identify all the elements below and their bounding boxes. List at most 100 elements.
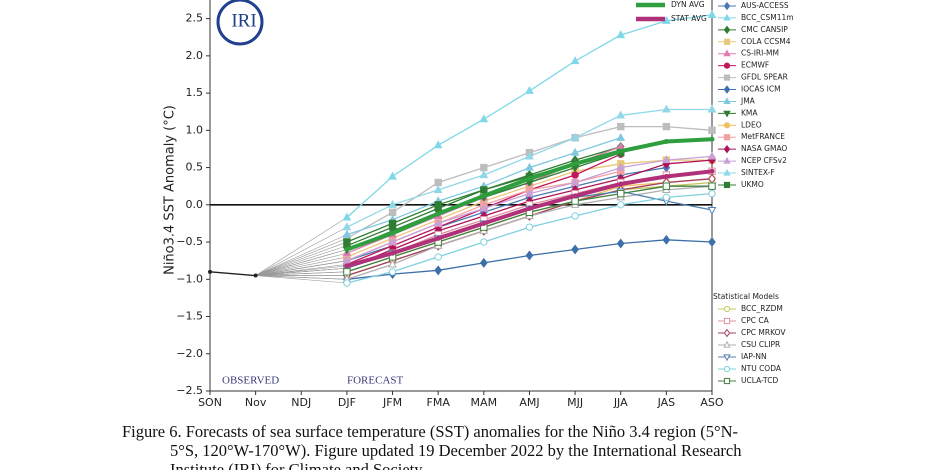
observed-point (208, 269, 212, 274)
connector (255, 275, 347, 284)
marker (570, 132, 580, 141)
marker (723, 181, 731, 189)
connector (255, 245, 348, 276)
marker (434, 265, 443, 276)
marker (708, 182, 716, 190)
legend-label: BCC_CSM11m (741, 13, 794, 22)
marker (723, 62, 731, 69)
marker (723, 305, 731, 313)
legend-label: AUS-ACCESS (741, 1, 789, 10)
marker (662, 234, 671, 245)
y-tick-label: 1.0 (186, 123, 204, 136)
average-point (709, 168, 715, 174)
legend-label: LDEO (741, 120, 762, 129)
marker (723, 317, 731, 325)
caption-line: Figure 6. Forecasts of sea surface tempe… (122, 422, 738, 441)
average-point (618, 148, 624, 154)
connector (255, 260, 347, 276)
connector (255, 265, 347, 276)
x-tick-label: Nov (245, 396, 267, 409)
marker (723, 354, 731, 362)
legend-label: COLA CCSM4 (741, 37, 791, 46)
annotation: OBSERVED (222, 375, 279, 387)
marker (388, 259, 397, 268)
legend-title: Statistical Models (713, 292, 779, 301)
marker (662, 182, 671, 190)
marker (723, 365, 731, 373)
legend-label: CPC CA (741, 316, 770, 325)
legend-label: SINTEX-F (741, 168, 775, 177)
legend-label: CPC MRKOV (741, 328, 786, 337)
legend-label: DYN AVG (671, 0, 705, 9)
marker (434, 201, 442, 209)
connector (255, 217, 348, 276)
marker (661, 104, 671, 113)
average-point (390, 250, 396, 256)
marker (723, 13, 731, 21)
legend-label: JMA (740, 96, 756, 105)
marker (616, 162, 626, 171)
x-tick-label: FMA (427, 396, 451, 409)
legend-label: BCC_RZDM (741, 304, 783, 313)
marker (616, 238, 625, 249)
marker (707, 151, 717, 160)
average-point (663, 139, 669, 145)
marker (723, 340, 731, 348)
y-tick-label: −0.5 (176, 235, 203, 248)
y-tick-label: 1.5 (186, 86, 204, 99)
marker (723, 168, 731, 176)
marker (434, 178, 442, 187)
y-tick-label: 2.5 (186, 12, 204, 25)
marker (525, 162, 534, 171)
average-point (572, 193, 578, 199)
marker (616, 132, 626, 141)
average-point (390, 230, 396, 236)
average-point (481, 193, 487, 199)
logo-text: IRI (231, 10, 256, 31)
average-point (344, 263, 350, 269)
marker (723, 49, 731, 57)
legend-label: NASA GMAO (741, 144, 787, 153)
marker (662, 193, 671, 202)
marker (388, 268, 397, 276)
y-tick-label: −1.0 (176, 272, 203, 285)
marker (342, 222, 352, 231)
average-point (663, 174, 669, 180)
marker (707, 10, 717, 18)
y-tick-label: 0.0 (186, 198, 204, 211)
legend-label: KMA (741, 108, 758, 117)
average-point (618, 181, 624, 187)
marker (723, 38, 731, 45)
marker (433, 140, 443, 149)
marker (342, 229, 352, 238)
legend-label: IOCAS ICM (741, 85, 781, 94)
connector (255, 267, 347, 276)
x-tick-label: DJF (338, 396, 356, 409)
marker (570, 147, 580, 156)
marker (343, 279, 351, 287)
legend-label: MetFRANCE (741, 132, 785, 141)
x-tick-label: NDJ (291, 396, 311, 409)
marker (708, 189, 716, 198)
marker (723, 156, 731, 164)
legend-label: UKMO (741, 180, 764, 189)
marker (388, 208, 397, 216)
legend-label: GFDL SPEAR (741, 73, 788, 82)
marker (433, 218, 443, 227)
connector (255, 249, 347, 276)
average-point (435, 235, 441, 241)
y-tick-label: 0.5 (186, 161, 204, 174)
connector (255, 226, 348, 276)
marker (707, 206, 717, 215)
marker (723, 25, 731, 35)
marker (480, 186, 488, 194)
legend-label: IAP-NN (741, 352, 767, 361)
marker (723, 85, 731, 94)
average-point (526, 176, 532, 182)
marker (723, 110, 731, 118)
marker (662, 122, 671, 131)
legend-label: CS-IRI-MM (741, 49, 779, 58)
marker (480, 238, 488, 246)
average-point (526, 206, 532, 212)
